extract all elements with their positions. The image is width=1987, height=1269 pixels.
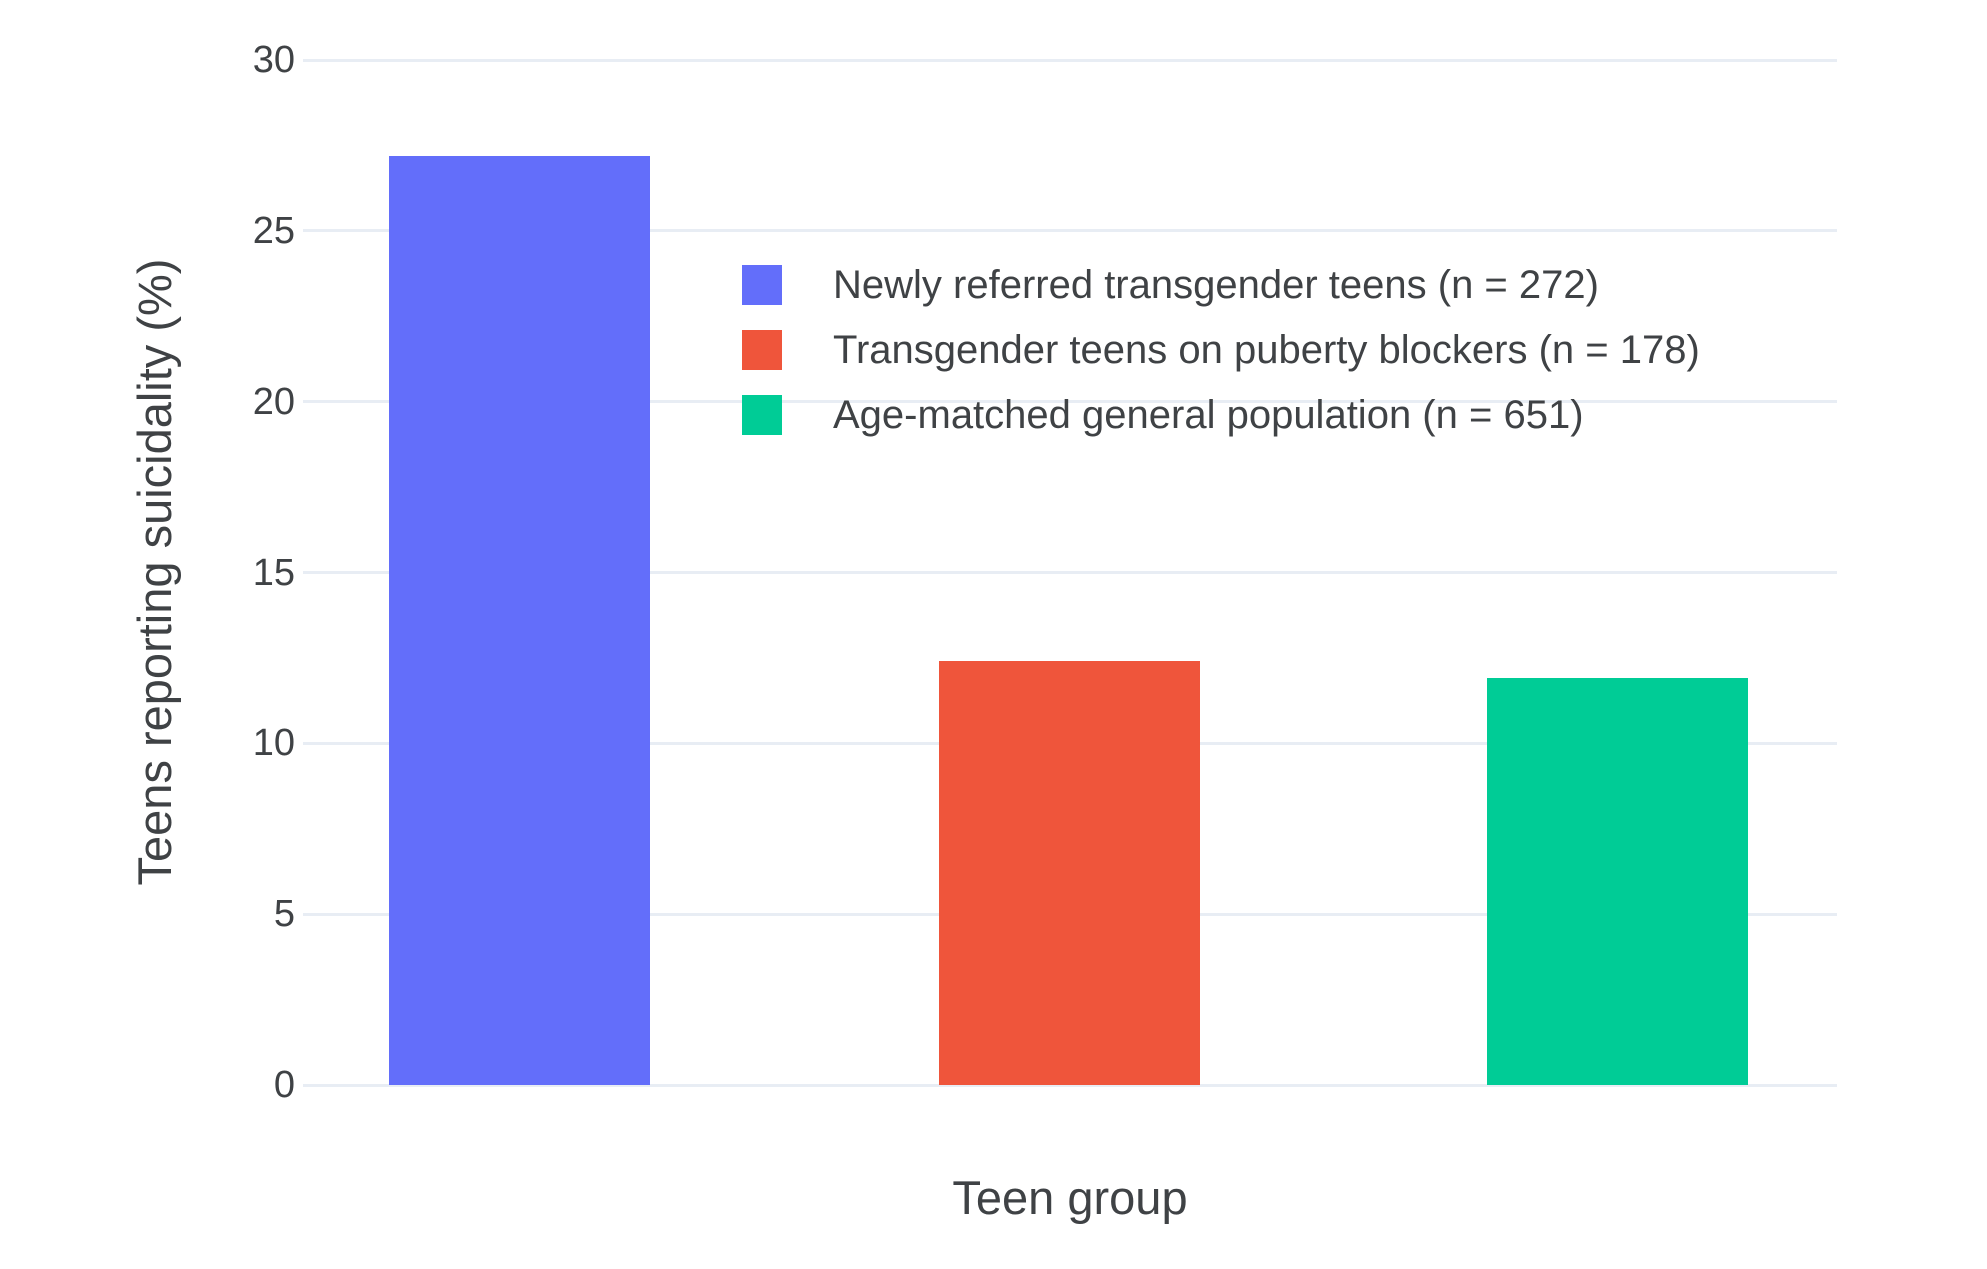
legend-item-1[interactable]: Newly referred transgender teens (n = 27…	[742, 265, 1599, 305]
gridline	[303, 58, 1837, 62]
y-tick-label: 5	[273, 893, 295, 936]
bar-3[interactable]	[1486, 678, 1748, 1085]
legend-label: Age-matched general population (n = 651)	[833, 393, 1584, 437]
gridline	[303, 229, 1837, 233]
y-tick-label: 15	[252, 551, 295, 594]
legend-item-3[interactable]: Age-matched general population (n = 651)	[742, 395, 1584, 435]
x-axis-title: Teen group	[952, 1171, 1188, 1224]
legend-item-2[interactable]: Transgender teens on puberty blockers (n…	[742, 330, 1700, 370]
legend-label: Transgender teens on puberty blockers (n…	[833, 328, 1700, 372]
y-tick-label: 20	[252, 380, 295, 423]
bar-1[interactable]	[388, 155, 650, 1085]
y-tick-label: 10	[252, 722, 295, 765]
legend-swatch-icon	[742, 330, 782, 370]
legend-swatch-icon	[742, 395, 782, 435]
y-tick-label: 25	[252, 209, 295, 252]
gridline	[303, 1083, 1837, 1087]
y-tick-label: 0	[273, 1064, 295, 1106]
legend-label: Newly referred transgender teens (n = 27…	[833, 263, 1599, 307]
y-tick-label: 30	[252, 39, 295, 81]
legend-swatch-icon	[742, 265, 782, 305]
bar-2[interactable]	[938, 661, 1200, 1085]
gridline	[303, 400, 1837, 404]
gridline	[303, 571, 1837, 574]
